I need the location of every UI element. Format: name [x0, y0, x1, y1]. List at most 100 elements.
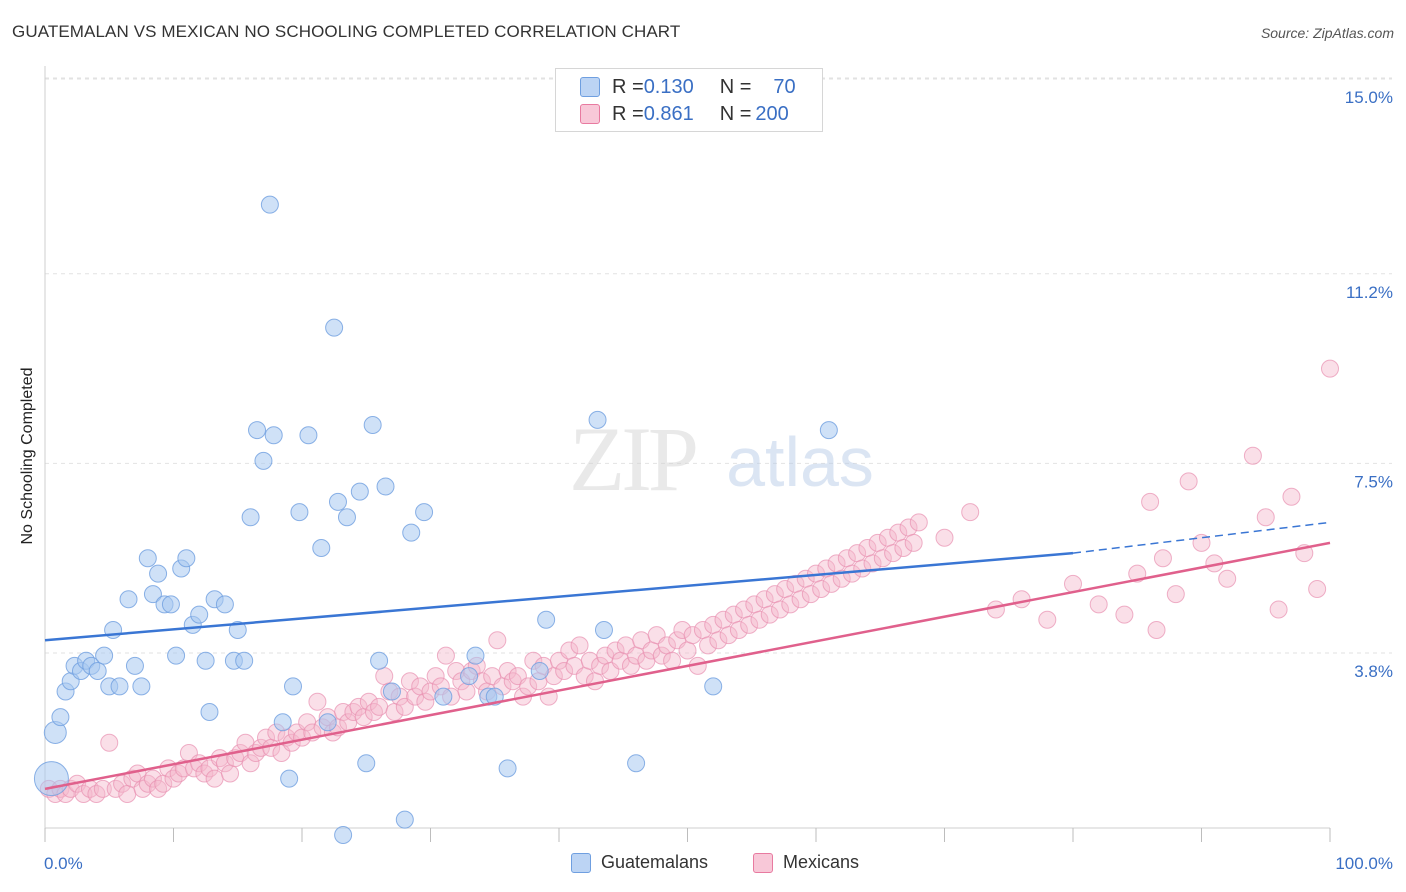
guatemalan-point [350, 482, 369, 501]
mexican-point [935, 528, 954, 547]
mexican-point [873, 549, 892, 568]
mexican-point [791, 590, 810, 609]
legend-r-value: 0.130 [643, 75, 694, 98]
guatemalan-point [819, 421, 838, 440]
guatemalan-point [215, 595, 234, 614]
mexican-point [375, 667, 394, 686]
guatemalan-point [284, 677, 303, 696]
y-tick-label: 15.0% [1345, 88, 1393, 107]
guatemalans-points [33, 195, 838, 844]
mexican-point [1153, 549, 1172, 568]
trend-lines [44, 521, 1331, 791]
mexican-point [519, 677, 538, 696]
mexican-point [100, 733, 119, 752]
guatemalan-point [328, 492, 347, 511]
y-tick-label: 11.2% [1346, 283, 1393, 302]
y-tick-label: 3.8% [1354, 662, 1393, 681]
guatemalan-point [337, 508, 356, 527]
guatemalan-point [190, 605, 209, 624]
legend-swatch-mexicans [580, 104, 600, 124]
mexicans-trend-line [44, 541, 1331, 791]
guatemalan-point [280, 769, 299, 788]
guatemalan-point [537, 610, 556, 629]
guatemalan-point [260, 195, 279, 214]
guatemalan-point [363, 416, 382, 434]
guatemalan-point [460, 667, 479, 686]
guatemalan-point [149, 564, 168, 583]
mexican-point [205, 769, 224, 788]
y-axis-label: No Schooling Completed [19, 367, 36, 545]
guatemalan-point [228, 621, 247, 639]
mexican-point [606, 641, 625, 660]
mexican-point [801, 585, 820, 604]
mexican-point [1192, 533, 1211, 552]
mexican-point [863, 554, 882, 573]
guatemalans-trend-line [44, 551, 1074, 642]
guatemalan-point [51, 708, 70, 727]
mexican-point [359, 692, 378, 711]
mexican-point [853, 559, 872, 578]
mexican-point [1218, 569, 1237, 588]
guatemalan-point [177, 549, 196, 568]
guatemalan-point [299, 426, 318, 445]
guatemalan-point [88, 662, 107, 680]
mexican-point [986, 600, 1005, 619]
guatemalan-point [196, 651, 215, 670]
mexican-point [652, 646, 671, 665]
watermark-atlas: atlas [726, 423, 874, 501]
guatemalan-point [357, 754, 376, 773]
legend-r-value: 0.861 [643, 102, 694, 125]
mexican-point [1282, 487, 1301, 506]
guatemalan-point [264, 426, 283, 445]
mexican-point [678, 641, 697, 660]
mexican-point [1256, 508, 1275, 527]
legend-label-mexicans: Mexicans [783, 852, 860, 872]
guatemalan-point [466, 646, 485, 665]
guatemalan-point [704, 677, 723, 696]
guatemalan-point [395, 810, 414, 829]
legend-row-guatemalans: R = 0.130 N = 70 [580, 75, 796, 99]
mexican-point [1038, 610, 1057, 629]
guatemalan-point [254, 451, 273, 470]
mexican-point [570, 636, 589, 655]
legend-n-value: 70 [773, 75, 796, 98]
mexican-point [729, 621, 748, 639]
mexican-point [498, 662, 517, 680]
legend-swatch-guatemalans [580, 77, 600, 97]
mexican-point [1308, 580, 1327, 598]
mexican-point [555, 662, 574, 680]
mexican-point [118, 785, 137, 803]
mexican-point [961, 503, 980, 522]
mexican-point [1012, 590, 1031, 609]
guatemalan-point [382, 682, 401, 701]
mexican-point [1179, 472, 1198, 491]
mexican-point [488, 631, 507, 650]
guatemalan-point [498, 759, 517, 778]
guatemalan-point [132, 677, 151, 696]
mexican-point [894, 539, 913, 557]
mexican-point [1147, 621, 1166, 639]
guatemalan-point [138, 549, 157, 568]
mexican-point [1089, 595, 1108, 614]
mexican-point [1141, 492, 1160, 511]
legend-item-guatemalans: Guatemalans [571, 852, 708, 873]
mexican-point [832, 569, 851, 588]
guatemalan-point [415, 503, 434, 522]
guatemalan-point [325, 318, 344, 337]
mexican-point [143, 769, 162, 788]
legend-n-label: N = [719, 102, 752, 125]
mexican-point [221, 764, 240, 783]
guatemalan-point [370, 651, 389, 670]
guatemalan-point [143, 585, 162, 604]
mexican-point [683, 626, 702, 645]
mexican-point [760, 605, 779, 624]
guatemalan-point [318, 713, 337, 732]
guatemalan-point [235, 651, 254, 670]
legend-label-guatemalans: Guatemalans [601, 852, 709, 872]
mexican-point [719, 626, 738, 645]
mexican-point [709, 631, 728, 650]
mexican-point [822, 574, 841, 593]
mexican-point [812, 580, 831, 598]
tick-labels: 3.8% 7.5% 11.2% 15.0% 0.0% 100.0% [44, 88, 1393, 873]
